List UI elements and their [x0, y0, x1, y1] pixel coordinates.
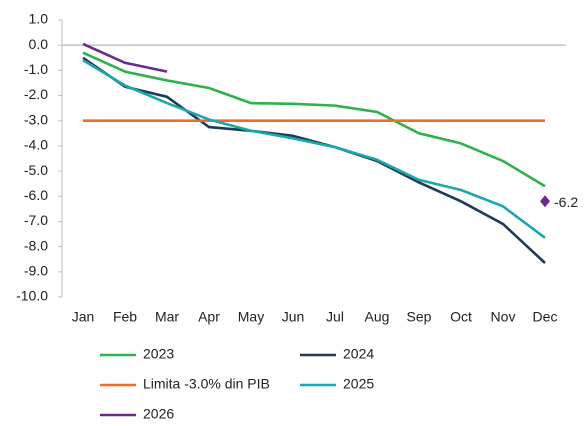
- y-tick-label: -5.0: [24, 162, 48, 178]
- x-tick-label: Oct: [450, 309, 472, 325]
- legend-label: 2024: [343, 346, 374, 362]
- x-tick-label: Sep: [407, 309, 432, 325]
- x-tick-label: Nov: [491, 309, 516, 325]
- x-tick-label: Jul: [326, 309, 344, 325]
- x-tick-label: May: [238, 309, 264, 325]
- series-line: [82, 51, 546, 188]
- series-line: [82, 42, 168, 73]
- y-tick-label: -10.0: [16, 288, 48, 304]
- x-tick-label: Jan: [72, 309, 95, 325]
- legend-label: 2026: [143, 406, 174, 422]
- x-tick-label: Jun: [282, 309, 305, 325]
- data-label: -6.2: [554, 194, 578, 210]
- x-tick-label: Feb: [113, 309, 137, 325]
- legend-label: 2023: [143, 346, 174, 362]
- legend-label: Limita -3.0% din PIB: [143, 376, 270, 392]
- marker: [540, 195, 550, 208]
- y-tick-label: -8.0: [24, 237, 48, 253]
- series-line: [82, 59, 546, 239]
- y-tick-label: 1.0: [29, 11, 49, 27]
- y-tick-label: 0.0: [29, 36, 49, 52]
- y-tick-label: -3.0: [24, 111, 48, 127]
- legend-label: 2025: [343, 376, 374, 392]
- y-tick-label: -9.0: [24, 263, 48, 279]
- series-line: [82, 56, 546, 264]
- x-tick-label: Mar: [155, 309, 179, 325]
- y-tick-label: -4.0: [24, 137, 48, 153]
- y-tick-label: -1.0: [24, 61, 48, 77]
- y-tick-label: -2.0: [24, 86, 48, 102]
- x-tick-label: Dec: [533, 309, 558, 325]
- x-tick-label: Apr: [198, 309, 220, 325]
- x-tick-label: Aug: [365, 309, 390, 325]
- y-tick-label: -6.0: [24, 187, 48, 203]
- y-tick-label: -7.0: [24, 212, 48, 228]
